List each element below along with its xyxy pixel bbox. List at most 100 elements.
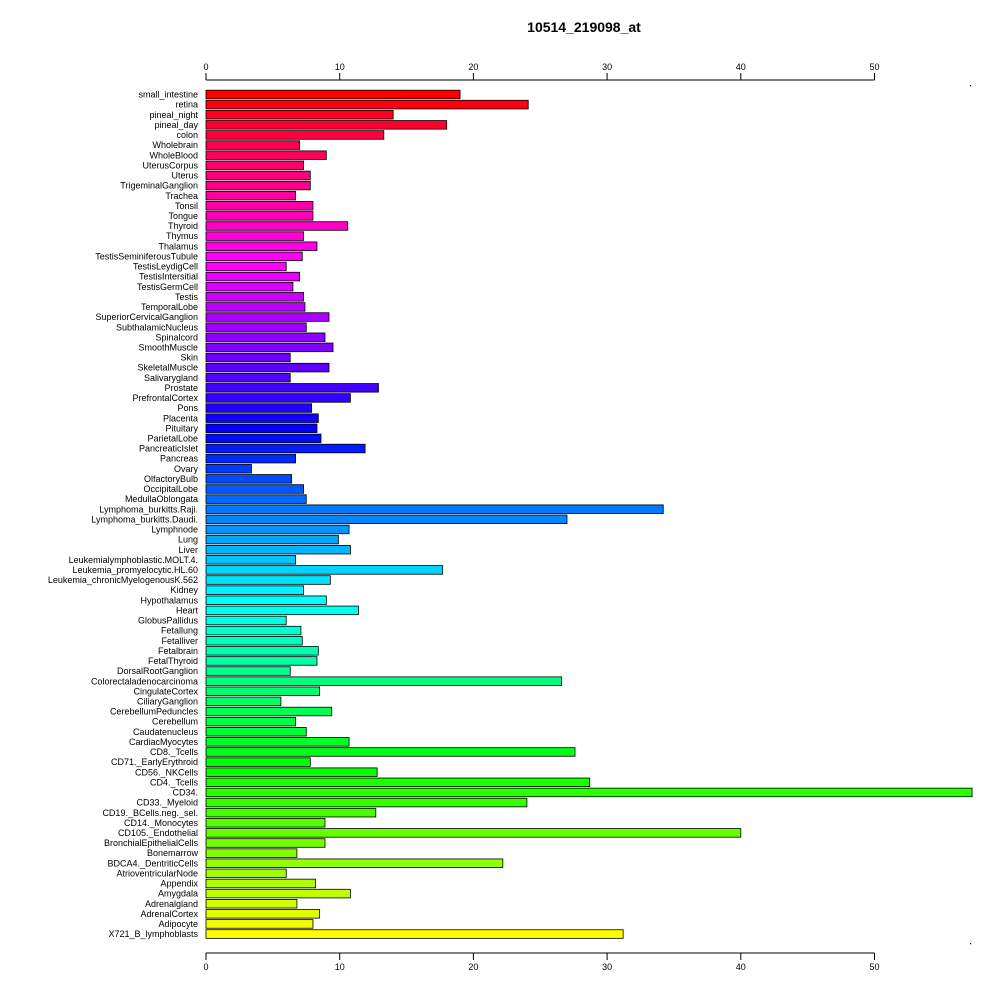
category-label: Salivarygland: [144, 373, 198, 383]
bar: [205, 625, 302, 636]
bottom-axis-tick-label: 20: [468, 962, 478, 972]
bar: [205, 342, 334, 353]
bottom-axis-tick-label: 10: [335, 962, 345, 972]
category-labels-group: small_intestineretinapineal_nightpineal_…: [48, 90, 199, 940]
bar: [205, 110, 394, 120]
category-label: CingulateCortex: [133, 686, 198, 696]
bar: [205, 120, 448, 130]
category-label: BronchialEpithelialCells: [104, 838, 199, 848]
top-axis-tick-label: 0: [203, 62, 208, 72]
category-label: SubthalamicNucleus: [116, 322, 199, 332]
bar: [205, 312, 330, 322]
category-label: Liver: [178, 545, 198, 555]
bar: [205, 362, 330, 373]
category-label: Kidney: [170, 585, 198, 595]
category-label: Cerebellum: [152, 717, 198, 727]
bar: [205, 130, 385, 140]
bar: [205, 534, 339, 545]
category-label: ParietalLobe: [147, 434, 198, 444]
bar: [205, 281, 294, 292]
category-label: Adipocyte: [158, 919, 198, 929]
bar: [205, 443, 366, 454]
top-axis-tick-label: 50: [869, 62, 879, 72]
category-label: SkeletalMuscle: [137, 363, 198, 373]
bottom-axis-tick-label: 40: [736, 962, 746, 972]
bar: [205, 524, 350, 535]
top-axis-corner-mark: [970, 85, 972, 87]
bar: [205, 888, 351, 899]
category-label: colon: [176, 130, 198, 140]
bar: [205, 565, 444, 575]
bar: [205, 332, 326, 342]
category-label: TestisLeydigCell: [133, 262, 198, 272]
category-label: CD34.: [172, 788, 198, 798]
bar: [205, 818, 326, 828]
category-label: Fetalliver: [161, 636, 198, 646]
top-axis: 0 10 20 30 40 50: [203, 62, 972, 87]
category-label: Pons: [177, 403, 198, 413]
bar: [205, 292, 304, 302]
bar: [205, 201, 314, 211]
category-label: Lymphoma_burkitts.Daudi.: [91, 514, 198, 524]
category-label: Pancreas: [160, 454, 199, 464]
bar: [205, 393, 351, 403]
chart-title: 10514_219098_at: [527, 19, 641, 35]
category-label: CD14._Monocytes: [124, 818, 199, 828]
bar: [205, 858, 504, 868]
bar: [205, 757, 311, 767]
bar: [205, 878, 317, 889]
bar: [205, 838, 326, 848]
category-label: CD56._NKCells: [135, 767, 199, 777]
bar: [205, 555, 296, 565]
category-label: Skin: [180, 353, 198, 363]
category-label: Caudatenucleus: [133, 727, 199, 737]
bar: [205, 929, 624, 939]
bar: [205, 696, 282, 707]
category-label: Lymphnode: [151, 525, 198, 535]
category-label: Hypothalamus: [140, 595, 198, 605]
category-label: SmoothMuscle: [138, 342, 198, 352]
bar: [205, 504, 664, 514]
category-label: MedullaOblongata: [125, 494, 198, 504]
bar: [205, 231, 304, 241]
category-label: UterusCorpus: [142, 160, 198, 170]
bottom-axis-tick-label: 30: [602, 962, 612, 972]
bar: [205, 433, 322, 444]
category-label: Fetallung: [161, 626, 198, 636]
bar: [205, 322, 307, 332]
bar: [205, 271, 300, 282]
bottom-axis: 0 10 20 30 40 50: [203, 943, 972, 972]
bar: [205, 251, 303, 262]
top-axis-tick-label: 10: [335, 62, 345, 72]
category-label: Adrenalgland: [145, 899, 198, 909]
category-label: Colorectaladenocarcinoma: [91, 676, 198, 686]
bar: [205, 595, 327, 605]
category-label: Spinalcord: [155, 332, 198, 342]
bar: [205, 423, 318, 433]
bar: [205, 140, 300, 150]
category-label: CD71._EarlyErythroid: [111, 757, 198, 767]
category-label: Thyroid: [168, 221, 198, 231]
category-label: Uterus: [171, 171, 198, 181]
category-label: Prostate: [164, 383, 198, 393]
category-label: Heart: [176, 605, 199, 615]
category-label: AtrioventricularNode: [116, 868, 198, 878]
bar: [205, 180, 311, 191]
bar: [205, 464, 252, 474]
bar: [205, 656, 318, 666]
bar: [205, 494, 307, 504]
bar: [205, 737, 350, 747]
top-axis-tick-label: 20: [468, 62, 478, 72]
bar: [205, 787, 973, 798]
category-label: Wholebrain: [152, 140, 198, 150]
bar: [205, 868, 287, 879]
category-label: Ovary: [174, 464, 199, 474]
category-label: Appendix: [160, 879, 198, 889]
category-label: CD4._Tcells: [150, 777, 199, 787]
category-label: Lung: [178, 535, 198, 545]
bar: [205, 848, 298, 858]
bar: [205, 575, 331, 585]
bottom-axis-tick-label: 0: [203, 962, 208, 972]
bar: [205, 170, 311, 181]
